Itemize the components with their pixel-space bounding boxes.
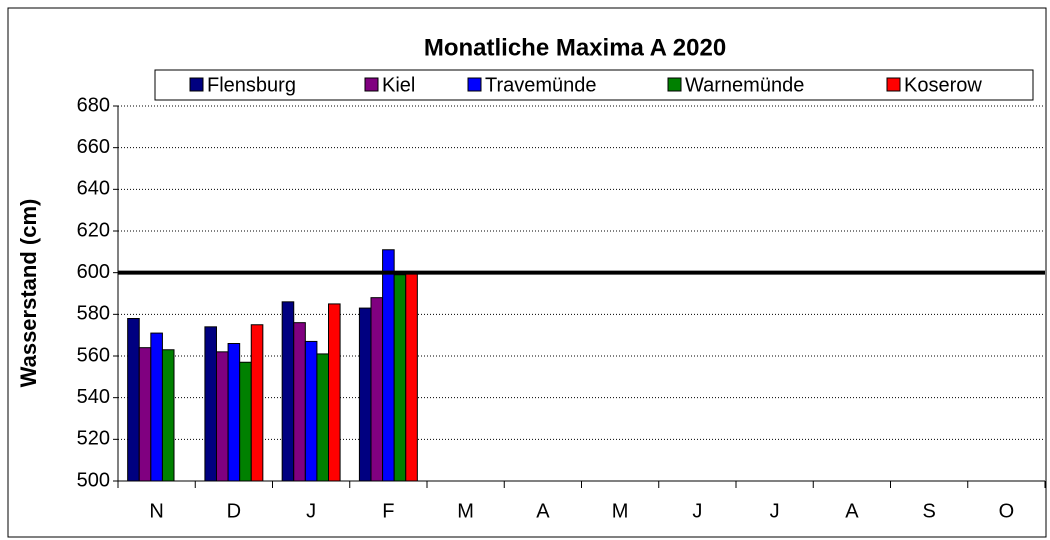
x-tick-label: M: [612, 500, 629, 522]
x-tick-label: A: [845, 500, 859, 522]
x-tick-label: O: [999, 500, 1015, 522]
bar: [316, 353, 330, 482]
bar: [227, 343, 241, 482]
legend-label: Flensburg: [207, 74, 296, 96]
x-tick-label: M: [457, 500, 474, 522]
bar: [239, 361, 252, 482]
y-axis-label: Wasserstand (cm): [16, 199, 41, 388]
legend-label: Kiel: [382, 74, 415, 96]
bar: [328, 303, 341, 482]
bar: [281, 301, 295, 482]
bar: [293, 322, 306, 482]
bar: [150, 332, 163, 482]
y-tick-label: 560: [77, 344, 110, 366]
legend-swatch: [667, 77, 682, 92]
x-tick-label: J: [692, 500, 702, 522]
chart-title: Monatliche Maxima A 2020: [424, 34, 726, 61]
y-tick-label: 520: [77, 428, 110, 450]
y-tick-label: 600: [77, 261, 110, 283]
x-tick-label: S: [922, 500, 935, 522]
legend-swatch: [189, 77, 204, 92]
bar: [382, 249, 395, 482]
bar: [250, 324, 264, 482]
y-tick-label: 580: [77, 303, 110, 325]
y-tick-label: 680: [77, 94, 110, 116]
x-tick-label: D: [227, 500, 241, 522]
legend-swatch: [886, 77, 901, 92]
bar: [138, 347, 152, 482]
y-tick-label: 660: [77, 136, 110, 158]
y-tick-label: 640: [77, 178, 110, 200]
bar: [204, 326, 217, 482]
legend-label: Warnemünde: [685, 74, 804, 96]
legend-label: Travemünde: [485, 74, 597, 96]
bar: [304, 340, 318, 482]
bar: [370, 297, 384, 482]
bar: [405, 272, 418, 482]
bar: [358, 307, 372, 482]
bar: [127, 318, 140, 482]
bar: [215, 351, 229, 482]
y-tick-label: 540: [77, 386, 110, 408]
legend-swatch: [467, 77, 482, 92]
x-tick-label: A: [536, 500, 550, 522]
legend-swatch: [364, 77, 379, 92]
legend-label: Koserow: [904, 74, 982, 96]
x-tick-label: J: [770, 500, 780, 522]
bar: [393, 274, 407, 482]
bar: [161, 349, 175, 482]
y-tick-label: 620: [77, 219, 110, 241]
x-tick-label: J: [306, 500, 316, 522]
x-tick-label: N: [149, 500, 163, 522]
x-tick-label: F: [382, 500, 394, 522]
y-tick-label: 500: [77, 469, 110, 491]
